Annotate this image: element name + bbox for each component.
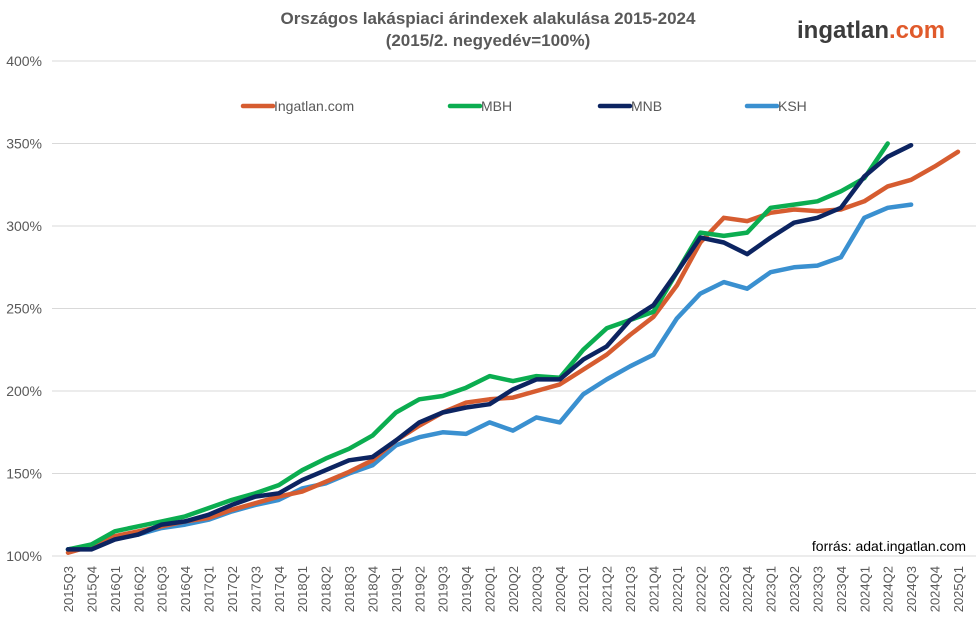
x-tick-label: 2021Q3 (623, 566, 638, 612)
x-tick-label: 2022Q2 (693, 566, 708, 612)
series-lines (65, 141, 961, 555)
x-tick-label: 2018Q4 (365, 566, 380, 612)
legend: Ingatlan.com MBH MNB KSH (240, 98, 807, 114)
x-axis: 2015Q3 2015Q4 2016Q1 2016Q2 2016Q3 2016Q4 2017… (61, 566, 966, 612)
legend-item: KSH (744, 98, 807, 114)
logo: ingatlan.com (797, 17, 945, 44)
x-tick-label: 2020Q1 (483, 566, 498, 612)
x-tick-label: 2019Q4 (459, 566, 474, 612)
y-tick-label: 300% (6, 218, 42, 234)
x-tick-label: 2015Q3 (61, 566, 76, 612)
x-tick-label: 2025Q1 (951, 566, 966, 612)
x-tick-label: 2024Q4 (928, 566, 943, 612)
x-tick-label: 2017Q3 (248, 566, 263, 612)
legend-item: MNB (597, 98, 662, 114)
y-tick-label: 250% (6, 301, 42, 317)
legend-label: MBH (481, 98, 512, 114)
x-tick-label: 2023Q4 (834, 566, 849, 612)
x-tick-label: 2022Q3 (717, 566, 732, 612)
y-tick-label: 200% (6, 383, 42, 399)
logo-suffix: .com (889, 17, 945, 44)
legend-label: MNB (631, 98, 662, 114)
source-note: forrás: adat.ingatlan.com (812, 538, 966, 554)
x-tick-label: 2023Q2 (787, 566, 802, 612)
x-tick-label: 2019Q3 (436, 566, 451, 612)
x-tick-label: 2023Q3 (810, 566, 825, 612)
x-tick-label: 2020Q2 (506, 566, 521, 612)
series-line-ingatlan-com (65, 149, 961, 555)
series-line-mbh (65, 141, 890, 552)
x-tick-label: 2020Q3 (529, 566, 544, 612)
x-tick-label: 2023Q1 (764, 566, 779, 612)
chart-title: Országos lakáspiaci árindexek alakulása … (281, 9, 696, 28)
x-tick-label: 2016Q2 (131, 566, 146, 612)
x-tick-label: 2022Q1 (670, 566, 685, 612)
x-tick-label: 2019Q2 (412, 566, 427, 612)
x-tick-label: 2016Q4 (178, 566, 193, 612)
x-tick-label: 2018Q2 (319, 566, 334, 612)
y-axis: 100% 150% 200% 250% 300% 350% 400% (6, 53, 42, 564)
legend-item: MBH (447, 98, 512, 114)
x-tick-label: 2016Q3 (155, 566, 170, 612)
x-tick-label: 2021Q2 (600, 566, 615, 612)
legend-label: Ingatlan.com (274, 98, 354, 114)
series-line-mnb (65, 142, 914, 552)
x-tick-label: 2021Q4 (647, 566, 662, 612)
x-tick-label: 2024Q2 (881, 566, 896, 612)
x-tick-label: 2024Q3 (904, 566, 919, 612)
x-tick-label: 2020Q4 (553, 566, 568, 612)
x-tick-label: 2021Q1 (576, 566, 591, 612)
x-tick-label: 2018Q1 (295, 566, 310, 612)
y-tick-label: 100% (6, 548, 42, 564)
y-tick-label: 350% (6, 136, 42, 152)
x-tick-label: 2019Q1 (389, 566, 404, 612)
gridlines (52, 60, 976, 557)
x-tick-label: 2015Q4 (84, 566, 99, 612)
x-tick-label: 2022Q4 (740, 566, 755, 612)
x-tick-label: 2017Q1 (202, 566, 217, 612)
x-tick-label: 2018Q3 (342, 566, 357, 612)
legend-item: Ingatlan.com (240, 98, 354, 114)
legend-label: KSH (778, 98, 807, 114)
x-tick-label: 2016Q1 (108, 566, 123, 612)
x-tick-label: 2017Q2 (225, 566, 240, 612)
y-tick-label: 400% (6, 53, 42, 69)
y-tick-label: 150% (6, 466, 42, 482)
x-tick-label: 2017Q4 (272, 566, 287, 612)
chart-subtitle: (2015/2. negyedév=100%) (386, 31, 591, 50)
x-tick-label: 2024Q1 (857, 566, 872, 612)
logo-main: ingatlan (797, 17, 889, 44)
